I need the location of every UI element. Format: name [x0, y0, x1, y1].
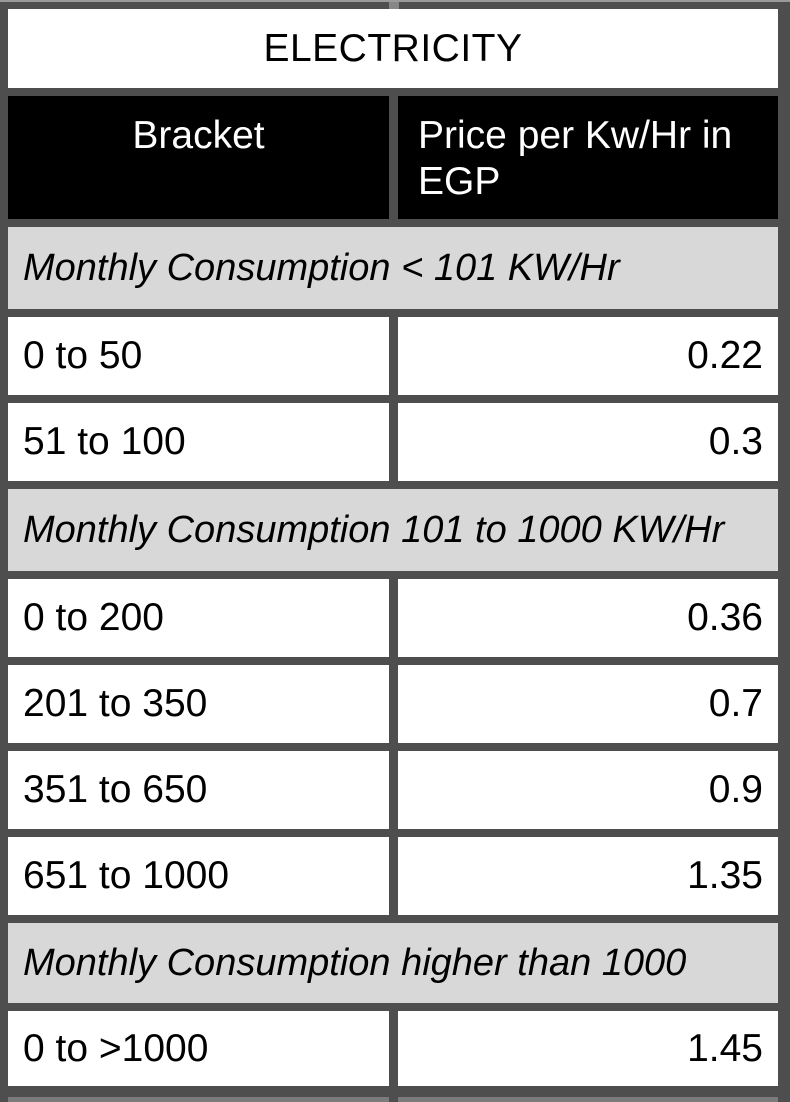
column-header-bracket: Bracket: [8, 96, 389, 219]
bracket-cell: 0 to 50: [8, 317, 389, 395]
table-row: 0 to 50 0.22: [8, 317, 778, 395]
column-header-price: Price per Kw/Hr in EGP: [398, 96, 778, 219]
table-title: ELECTRICITY: [8, 9, 778, 88]
section-row: Monthly Consumption higher than 1000: [8, 923, 778, 1003]
bracket-cell: 201 to 350: [8, 665, 389, 743]
table-row: 651 to 1000 1.35: [8, 837, 778, 915]
next-row-partial: [8, 1097, 778, 1102]
section-header: Monthly Consumption higher than 1000: [8, 923, 778, 1003]
price-cell: 0.22: [398, 317, 778, 395]
price-cell: 0.9: [398, 751, 778, 829]
section-header: Monthly Consumption < 101 KW/Hr: [8, 227, 778, 309]
price-cell: 1.35: [398, 837, 778, 915]
section-row: Monthly Consumption 101 to 1000 KW/Hr: [8, 489, 778, 571]
section-row: Monthly Consumption < 101 KW/Hr: [8, 227, 778, 309]
price-cell: 0.7: [398, 665, 778, 743]
bracket-cell: 0 to >1000: [8, 1011, 389, 1086]
price-cell: 0.36: [398, 579, 778, 657]
table-row: 201 to 350 0.7: [8, 665, 778, 743]
next-row-price-sliver: [398, 1097, 778, 1102]
electricity-price-table: ELECTRICITY Bracket Price per Kw/Hr in E…: [8, 9, 778, 1094]
title-row: ELECTRICITY: [8, 9, 778, 88]
table-row: 351 to 650 0.9: [8, 751, 778, 829]
bracket-cell: 351 to 650: [8, 751, 389, 829]
bracket-cell: 51 to 100: [8, 403, 389, 481]
table-row: 0 to >1000 1.45: [8, 1011, 778, 1086]
top-divider-artifact: [389, 2, 399, 9]
header-row: Bracket Price per Kw/Hr in EGP: [8, 96, 778, 219]
table-row: 51 to 100 0.3: [8, 403, 778, 481]
top-edge-artifact: [0, 0, 790, 2]
bracket-cell: 0 to 200: [8, 579, 389, 657]
bracket-cell: 651 to 1000: [8, 837, 389, 915]
next-row-bracket-sliver: [8, 1097, 389, 1102]
price-cell: 1.45: [398, 1011, 778, 1086]
table-row: 0 to 200 0.36: [8, 579, 778, 657]
section-header: Monthly Consumption 101 to 1000 KW/Hr: [8, 489, 778, 571]
price-cell: 0.3: [398, 403, 778, 481]
